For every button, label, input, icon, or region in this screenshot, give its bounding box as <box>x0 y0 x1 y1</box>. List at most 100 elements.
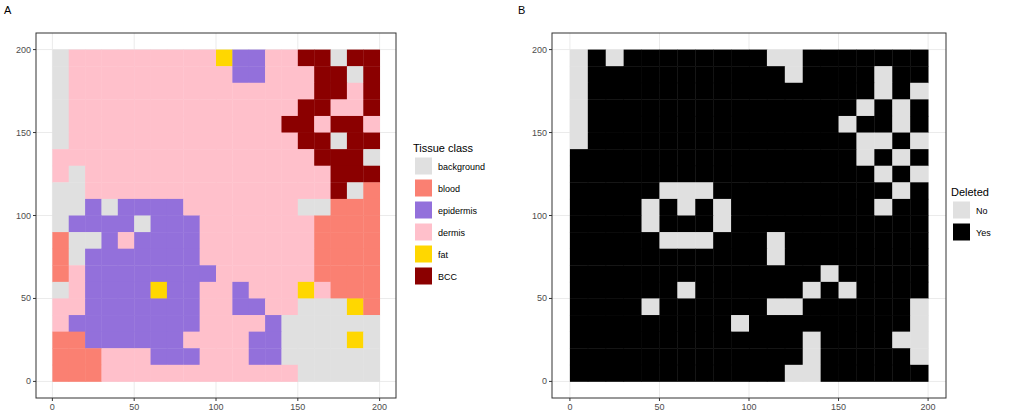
cell <box>151 149 168 166</box>
cell <box>821 216 839 233</box>
cell <box>183 99 200 116</box>
cell <box>331 332 348 349</box>
cell <box>624 332 642 349</box>
cell <box>892 66 910 83</box>
tick <box>569 398 570 401</box>
tick-label: 50 <box>21 293 31 303</box>
cell <box>839 83 857 100</box>
cell <box>785 182 803 199</box>
cell <box>183 83 200 100</box>
cell <box>803 199 821 216</box>
cell <box>101 282 118 299</box>
cell <box>85 249 102 266</box>
tick-label: 200 <box>532 45 547 55</box>
cell <box>167 83 184 100</box>
cell <box>232 265 249 282</box>
cell <box>331 365 348 382</box>
cell <box>606 232 624 249</box>
cell <box>713 365 731 382</box>
cell <box>69 365 86 382</box>
cell <box>677 265 695 282</box>
cell <box>767 232 785 249</box>
cell <box>892 99 910 116</box>
cell <box>232 50 249 67</box>
cell <box>856 315 874 332</box>
cell <box>265 116 282 133</box>
cell <box>85 199 102 216</box>
cell <box>874 199 892 216</box>
cell <box>134 199 151 216</box>
cell <box>314 249 331 266</box>
cell <box>624 315 642 332</box>
cell <box>265 265 282 282</box>
cell <box>821 66 839 83</box>
tick <box>379 398 380 401</box>
cell <box>856 166 874 183</box>
cell <box>892 348 910 365</box>
cell <box>314 348 331 365</box>
cell <box>265 348 282 365</box>
cell <box>892 50 910 67</box>
cell <box>749 166 767 183</box>
cell <box>803 182 821 199</box>
cell <box>874 348 892 365</box>
tick-label: 50 <box>537 293 547 303</box>
cell <box>314 232 331 249</box>
cell <box>839 216 857 233</box>
cell <box>331 232 348 249</box>
cell <box>767 116 785 133</box>
cell <box>314 66 331 83</box>
cell <box>606 365 624 382</box>
cell <box>659 216 677 233</box>
cell <box>785 265 803 282</box>
cell <box>821 50 839 67</box>
cell <box>232 298 249 315</box>
cell <box>695 265 713 282</box>
cell <box>265 99 282 116</box>
tick <box>838 398 839 401</box>
cell <box>659 149 677 166</box>
cell <box>713 282 731 299</box>
cell <box>216 133 233 150</box>
cell <box>200 182 217 199</box>
cell <box>314 149 331 166</box>
cell <box>642 99 660 116</box>
cell <box>695 199 713 216</box>
cell <box>767 182 785 199</box>
cell <box>151 232 168 249</box>
cell <box>642 265 660 282</box>
cell <box>856 298 874 315</box>
cell <box>874 265 892 282</box>
cell <box>588 116 606 133</box>
cell <box>265 298 282 315</box>
cell <box>821 116 839 133</box>
cell <box>363 249 380 266</box>
tick <box>297 398 298 401</box>
cell <box>677 348 695 365</box>
cell <box>642 83 660 100</box>
cell <box>167 166 184 183</box>
cell <box>216 216 233 233</box>
cell <box>134 348 151 365</box>
cell <box>767 83 785 100</box>
cell <box>52 182 69 199</box>
cell <box>767 66 785 83</box>
cell <box>200 232 217 249</box>
cell <box>265 50 282 67</box>
cell <box>101 66 118 83</box>
cell <box>134 265 151 282</box>
cell <box>892 249 910 266</box>
cell <box>588 166 606 183</box>
tick-label: 200 <box>16 45 31 55</box>
cell <box>910 149 928 166</box>
cell <box>314 116 331 133</box>
cell <box>910 348 928 365</box>
cell <box>85 83 102 100</box>
cell <box>659 232 677 249</box>
cell <box>731 149 749 166</box>
cell <box>874 332 892 349</box>
cell <box>713 265 731 282</box>
cell <box>118 332 135 349</box>
cell <box>52 232 69 249</box>
cell <box>232 365 249 382</box>
